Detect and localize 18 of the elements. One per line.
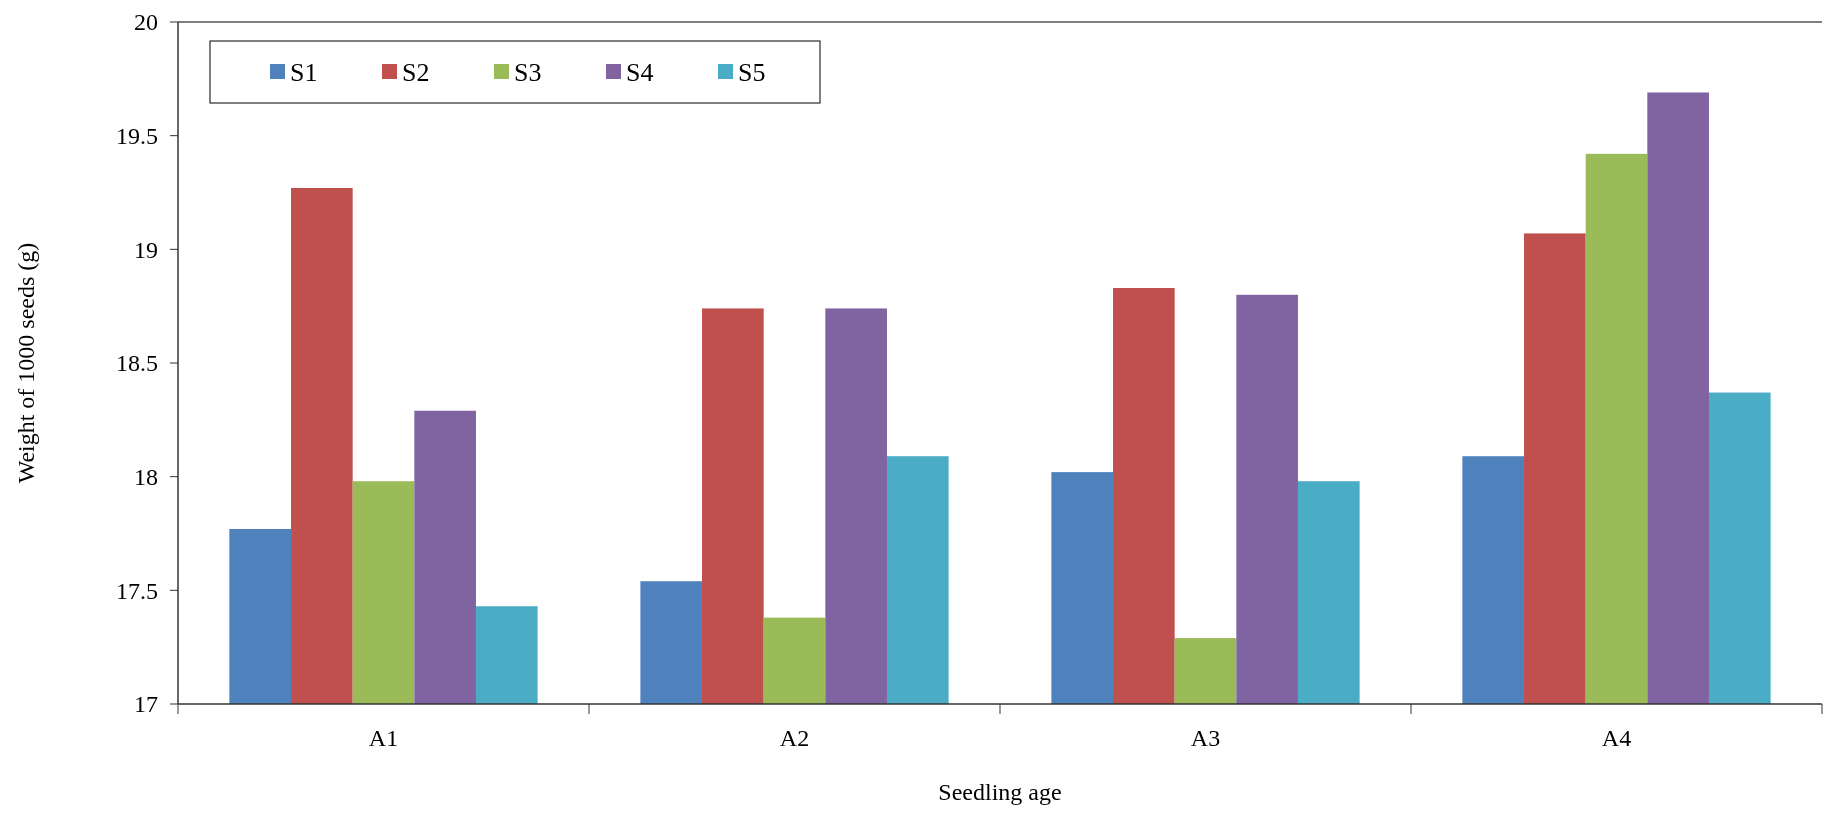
- legend-label: S3: [514, 58, 542, 88]
- y-tick-label: 17: [134, 691, 158, 718]
- y-tick-label: 18: [134, 464, 158, 491]
- x-tick-label: A1: [368, 725, 399, 751]
- legend-label: S2: [402, 58, 430, 88]
- x-tick-label: A2: [779, 725, 810, 751]
- legend-label: S4: [626, 58, 654, 88]
- legend-label: S1: [290, 58, 318, 88]
- y-axis-title: Weight of 1000 seeds (g): [13, 242, 39, 484]
- y-tick-label: 19: [134, 236, 158, 263]
- y-tick-label: 17.5: [116, 577, 158, 604]
- x-axis-title: Seedling age: [938, 779, 1062, 805]
- y-tick-label: 20: [134, 9, 158, 36]
- x-tick-label: A3: [1190, 725, 1221, 751]
- y-tick-label: 19.5: [116, 123, 158, 150]
- x-tick-label: A4: [1601, 725, 1632, 751]
- y-tick-label: 18.5: [116, 350, 158, 377]
- legend-label: S5: [738, 58, 766, 88]
